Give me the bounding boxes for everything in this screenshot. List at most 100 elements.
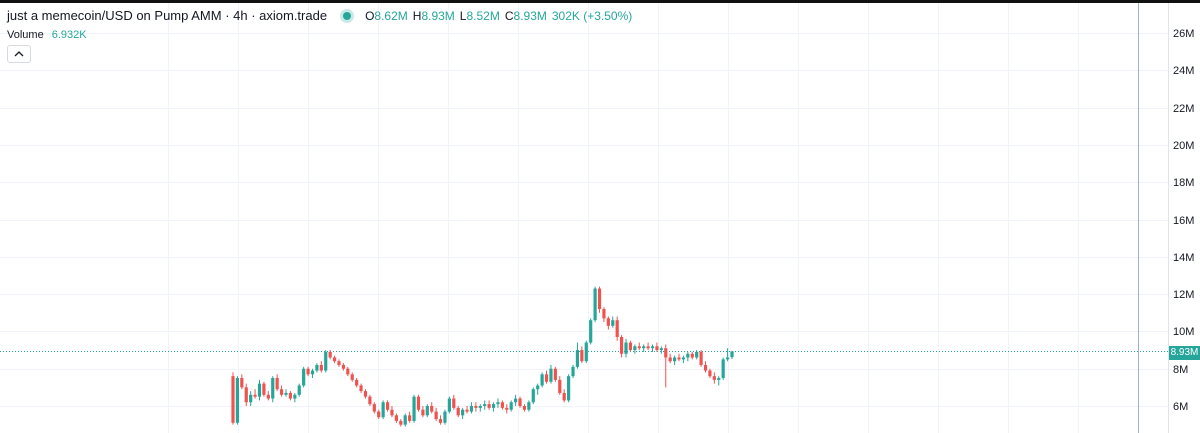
candle bbox=[306, 366, 310, 377]
candle bbox=[575, 342, 580, 369]
candle-body bbox=[571, 366, 575, 377]
candle bbox=[668, 353, 672, 364]
candle bbox=[602, 307, 606, 323]
candle-body bbox=[284, 392, 288, 395]
candle-body bbox=[589, 320, 593, 343]
candle-body bbox=[271, 378, 275, 399]
candle bbox=[262, 381, 266, 397]
candle bbox=[438, 415, 443, 425]
candle bbox=[505, 404, 509, 414]
candle bbox=[487, 400, 491, 410]
candle-body bbox=[703, 364, 708, 371]
candle bbox=[699, 350, 703, 367]
candle-body bbox=[721, 359, 725, 379]
candle-body bbox=[231, 376, 235, 423]
candle-body bbox=[668, 357, 672, 362]
candle-body bbox=[385, 402, 390, 410]
candle bbox=[399, 419, 403, 427]
volume-label: Volume bbox=[7, 29, 44, 41]
candle bbox=[244, 383, 248, 406]
candle bbox=[531, 387, 535, 405]
candle-body bbox=[421, 409, 425, 416]
market-status-dot-icon bbox=[343, 11, 352, 20]
candle-body bbox=[346, 368, 350, 375]
candle bbox=[350, 372, 354, 382]
candle-body bbox=[562, 392, 566, 401]
price-axis-tick: 14M bbox=[1173, 251, 1195, 264]
candle bbox=[403, 413, 407, 427]
volume-value: 6.932K bbox=[51, 29, 87, 41]
candle-body bbox=[240, 378, 244, 388]
candle bbox=[284, 389, 288, 397]
candle-body bbox=[584, 342, 588, 362]
ohlc-open: O8.62M bbox=[365, 8, 408, 23]
candle-body bbox=[478, 406, 482, 408]
candle-body bbox=[412, 396, 416, 421]
candle-body bbox=[659, 348, 663, 351]
candle-body bbox=[531, 389, 535, 403]
candle-body bbox=[394, 415, 398, 421]
candle bbox=[672, 355, 677, 365]
candle-body bbox=[249, 394, 253, 403]
candle-body bbox=[487, 404, 491, 408]
candle bbox=[310, 368, 315, 379]
candle-body bbox=[602, 309, 606, 319]
candle-body bbox=[518, 398, 522, 406]
ohlc-low: L8.52M bbox=[459, 8, 500, 23]
candle bbox=[544, 370, 549, 384]
candle bbox=[522, 404, 527, 412]
price-chart[interactable] bbox=[0, 0, 1168, 433]
candle-body bbox=[341, 364, 345, 369]
candle-body bbox=[306, 368, 310, 375]
candle-body bbox=[443, 411, 447, 423]
candle-body bbox=[593, 288, 597, 321]
candle-body bbox=[725, 357, 730, 360]
candle-body bbox=[465, 409, 469, 412]
candle-body bbox=[257, 383, 262, 397]
candle bbox=[266, 391, 270, 401]
candle-body bbox=[597, 288, 602, 310]
candle-body bbox=[363, 391, 368, 397]
candle-body bbox=[491, 404, 496, 408]
candle-body bbox=[650, 346, 655, 349]
candle bbox=[562, 389, 566, 403]
candle bbox=[293, 392, 297, 403]
candle-body bbox=[456, 407, 460, 416]
candle bbox=[421, 406, 425, 418]
candle bbox=[593, 286, 597, 323]
candle-body bbox=[381, 402, 385, 418]
candle-body bbox=[624, 342, 628, 354]
candle bbox=[434, 407, 438, 421]
candle bbox=[628, 340, 633, 352]
collapse-legend-button[interactable] bbox=[7, 45, 31, 63]
candle bbox=[620, 335, 624, 358]
candle bbox=[319, 361, 323, 373]
candle-body bbox=[536, 385, 540, 390]
candle-body bbox=[399, 420, 403, 425]
symbol-title[interactable]: just a memecoin/USD on Pump AMM · 4h · a… bbox=[7, 8, 328, 23]
current-price-label: 8.93M bbox=[1169, 346, 1200, 360]
price-axis-tick: 6M bbox=[1173, 400, 1189, 413]
candle-body bbox=[690, 353, 694, 358]
candle bbox=[465, 406, 469, 414]
candle-body bbox=[319, 364, 323, 371]
candle bbox=[359, 383, 363, 393]
candle-body bbox=[483, 404, 487, 406]
candle bbox=[235, 376, 240, 425]
candle-body bbox=[461, 409, 465, 416]
candle-body bbox=[408, 415, 412, 421]
candle bbox=[275, 374, 279, 392]
candle bbox=[650, 344, 655, 352]
candle-body bbox=[368, 396, 372, 405]
candle-body bbox=[425, 406, 429, 416]
candle-body bbox=[672, 357, 677, 362]
candle-body bbox=[522, 406, 527, 410]
candle bbox=[597, 286, 602, 313]
candle-body bbox=[244, 387, 248, 403]
candle bbox=[394, 413, 398, 423]
candle-body bbox=[500, 402, 504, 408]
candle-body bbox=[438, 419, 443, 423]
candle-body bbox=[509, 402, 513, 410]
candle-body bbox=[646, 346, 650, 349]
